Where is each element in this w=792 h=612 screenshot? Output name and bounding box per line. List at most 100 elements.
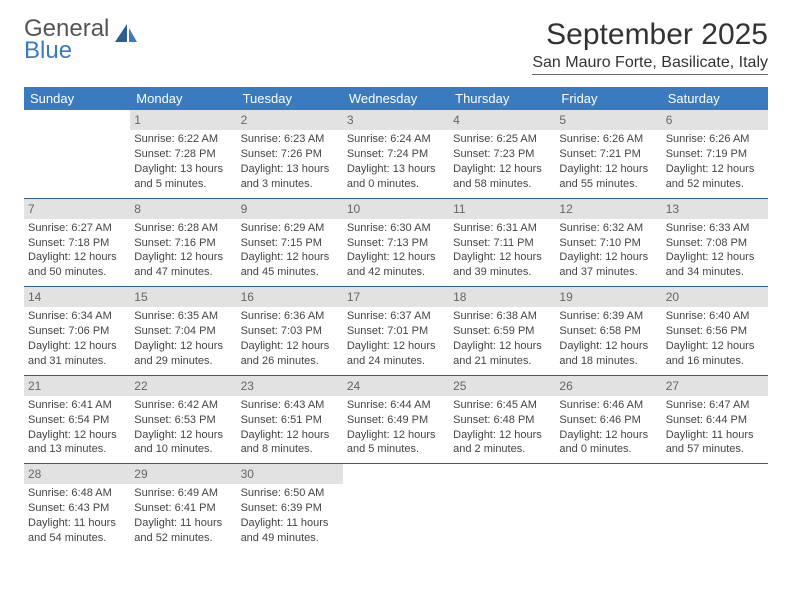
sunrise-text: Sunrise: 6:25 AM [453, 132, 551, 147]
day-number: 14 [24, 287, 130, 307]
day-number: 29 [130, 464, 236, 484]
day-header: Thursday [449, 87, 555, 110]
sunset-text: Sunset: 7:01 PM [347, 324, 445, 339]
calendar-cell: 13Sunrise: 6:33 AMSunset: 7:08 PMDayligh… [662, 198, 768, 287]
daylight-text: and 26 minutes. [241, 354, 339, 369]
sail-icon [113, 22, 139, 44]
daylight-text: Daylight: 12 hours [28, 250, 126, 265]
calendar-table: SundayMondayTuesdayWednesdayThursdayFrid… [24, 87, 768, 552]
calendar-cell: 29Sunrise: 6:49 AMSunset: 6:41 PMDayligh… [130, 464, 236, 552]
day-number: 20 [662, 287, 768, 307]
daylight-text: Daylight: 12 hours [241, 250, 339, 265]
sunrise-text: Sunrise: 6:37 AM [347, 309, 445, 324]
day-number: 15 [130, 287, 236, 307]
calendar-cell: . [343, 464, 449, 552]
daylight-text: and 3 minutes. [241, 177, 339, 192]
day-header: Sunday [24, 87, 130, 110]
calendar-week: 14Sunrise: 6:34 AMSunset: 7:06 PMDayligh… [24, 287, 768, 376]
daylight-text: Daylight: 11 hours [134, 516, 232, 531]
daylight-text: Daylight: 12 hours [347, 250, 445, 265]
calendar-cell: 25Sunrise: 6:45 AMSunset: 6:48 PMDayligh… [449, 375, 555, 464]
daylight-text: and 5 minutes. [347, 442, 445, 457]
daylight-text: and 37 minutes. [559, 265, 657, 280]
sunset-text: Sunset: 7:24 PM [347, 147, 445, 162]
sunrise-text: Sunrise: 6:50 AM [241, 486, 339, 501]
sunrise-text: Sunrise: 6:47 AM [666, 398, 764, 413]
sunrise-text: Sunrise: 6:28 AM [134, 221, 232, 236]
daylight-text: Daylight: 12 hours [241, 339, 339, 354]
day-number: 22 [130, 376, 236, 396]
sunset-text: Sunset: 6:44 PM [666, 413, 764, 428]
header: General Blue September 2025 San Mauro Fo… [24, 18, 768, 75]
day-number: 9 [237, 199, 343, 219]
daylight-text: and 13 minutes. [28, 442, 126, 457]
daylight-text: and 21 minutes. [453, 354, 551, 369]
sunrise-text: Sunrise: 6:36 AM [241, 309, 339, 324]
sunrise-text: Sunrise: 6:31 AM [453, 221, 551, 236]
daylight-text: and 0 minutes. [347, 177, 445, 192]
day-number: 4 [449, 110, 555, 130]
sunset-text: Sunset: 7:16 PM [134, 236, 232, 251]
day-header: Tuesday [237, 87, 343, 110]
day-number: 26 [555, 376, 661, 396]
daylight-text: Daylight: 12 hours [453, 250, 551, 265]
sunrise-text: Sunrise: 6:42 AM [134, 398, 232, 413]
daylight-text: and 57 minutes. [666, 442, 764, 457]
daylight-text: Daylight: 12 hours [666, 162, 764, 177]
calendar-cell: 15Sunrise: 6:35 AMSunset: 7:04 PMDayligh… [130, 287, 236, 376]
sunrise-text: Sunrise: 6:26 AM [666, 132, 764, 147]
calendar-cell: 11Sunrise: 6:31 AMSunset: 7:11 PMDayligh… [449, 198, 555, 287]
daylight-text: and 8 minutes. [241, 442, 339, 457]
sunrise-text: Sunrise: 6:49 AM [134, 486, 232, 501]
sunset-text: Sunset: 6:46 PM [559, 413, 657, 428]
daylight-text: Daylight: 12 hours [134, 428, 232, 443]
sunset-text: Sunset: 6:43 PM [28, 501, 126, 516]
sunset-text: Sunset: 7:11 PM [453, 236, 551, 251]
daylight-text: Daylight: 12 hours [28, 428, 126, 443]
sunrise-text: Sunrise: 6:33 AM [666, 221, 764, 236]
calendar-cell: . [662, 464, 768, 552]
sunset-text: Sunset: 6:39 PM [241, 501, 339, 516]
daylight-text: Daylight: 12 hours [666, 250, 764, 265]
calendar-cell: 28Sunrise: 6:48 AMSunset: 6:43 PMDayligh… [24, 464, 130, 552]
sunrise-text: Sunrise: 6:44 AM [347, 398, 445, 413]
calendar-cell: 16Sunrise: 6:36 AMSunset: 7:03 PMDayligh… [237, 287, 343, 376]
sunrise-text: Sunrise: 6:40 AM [666, 309, 764, 324]
sunrise-text: Sunrise: 6:34 AM [28, 309, 126, 324]
day-number: 25 [449, 376, 555, 396]
daylight-text: and 16 minutes. [666, 354, 764, 369]
sunrise-text: Sunrise: 6:22 AM [134, 132, 232, 147]
sunset-text: Sunset: 6:49 PM [347, 413, 445, 428]
sunset-text: Sunset: 7:08 PM [666, 236, 764, 251]
daylight-text: and 29 minutes. [134, 354, 232, 369]
daylight-text: Daylight: 11 hours [241, 516, 339, 531]
calendar-week: .1Sunrise: 6:22 AMSunset: 7:28 PMDayligh… [24, 110, 768, 198]
sunset-text: Sunset: 7:06 PM [28, 324, 126, 339]
calendar-cell: 1Sunrise: 6:22 AMSunset: 7:28 PMDaylight… [130, 110, 236, 198]
sunrise-text: Sunrise: 6:27 AM [28, 221, 126, 236]
sunset-text: Sunset: 7:19 PM [666, 147, 764, 162]
daylight-text: and 31 minutes. [28, 354, 126, 369]
title-block: September 2025 San Mauro Forte, Basilica… [532, 18, 768, 75]
daylight-text: and 55 minutes. [559, 177, 657, 192]
calendar-cell: 19Sunrise: 6:39 AMSunset: 6:58 PMDayligh… [555, 287, 661, 376]
calendar-week: 7Sunrise: 6:27 AMSunset: 7:18 PMDaylight… [24, 198, 768, 287]
sunrise-text: Sunrise: 6:39 AM [559, 309, 657, 324]
calendar-cell: 20Sunrise: 6:40 AMSunset: 6:56 PMDayligh… [662, 287, 768, 376]
daylight-text: and 18 minutes. [559, 354, 657, 369]
daylight-text: and 49 minutes. [241, 531, 339, 546]
daylight-text: Daylight: 12 hours [559, 339, 657, 354]
sunrise-text: Sunrise: 6:41 AM [28, 398, 126, 413]
logo-text: General Blue [24, 18, 109, 61]
sunset-text: Sunset: 6:58 PM [559, 324, 657, 339]
daylight-text: Daylight: 12 hours [453, 162, 551, 177]
calendar-cell: 8Sunrise: 6:28 AMSunset: 7:16 PMDaylight… [130, 198, 236, 287]
sunset-text: Sunset: 6:53 PM [134, 413, 232, 428]
sunset-text: Sunset: 7:21 PM [559, 147, 657, 162]
calendar-cell: . [24, 110, 130, 198]
day-number: 18 [449, 287, 555, 307]
daylight-text: and 39 minutes. [453, 265, 551, 280]
sunrise-text: Sunrise: 6:23 AM [241, 132, 339, 147]
day-number: 27 [662, 376, 768, 396]
daylight-text: Daylight: 12 hours [28, 339, 126, 354]
